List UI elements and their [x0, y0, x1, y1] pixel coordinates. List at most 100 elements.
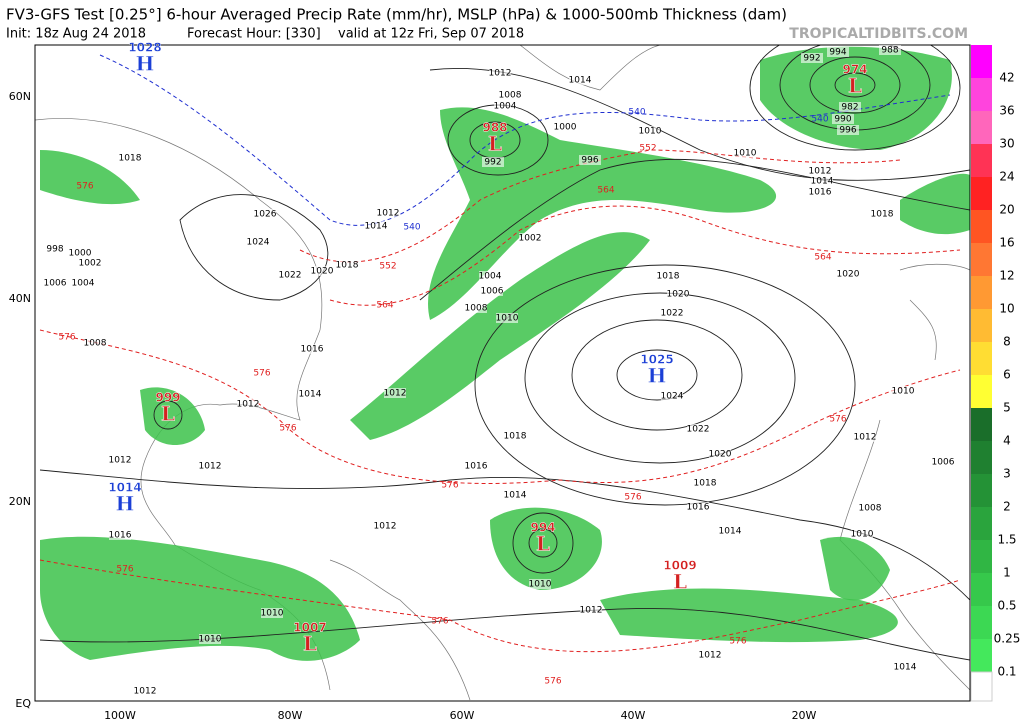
thickness-label: 576 [544, 677, 561, 687]
colorbar-label: 10 [999, 302, 1014, 316]
pressure-letter: H [136, 52, 155, 76]
isobar-label: 1010 [851, 530, 874, 540]
isobar-label: 1022 [661, 309, 684, 319]
map-frame [34, 44, 971, 702]
isobar-label-bg [580, 605, 602, 615]
colorbar-band [971, 573, 992, 606]
isobar-label: 1022 [687, 425, 710, 435]
colorbar-band [971, 441, 992, 474]
isobar-label: 1016 [687, 503, 710, 513]
isobar-label: 1014 [894, 663, 917, 673]
lat-label: EQ [15, 697, 31, 710]
thickness-label: 540 [403, 223, 420, 233]
colorbar-label: 36 [999, 104, 1014, 118]
isobar-label: 1016 [109, 531, 132, 541]
isobar-label: 1010 [734, 149, 757, 159]
thickness-label: 540 [811, 115, 828, 125]
isobar-label-bg [879, 45, 901, 55]
isobar-label-bg [365, 221, 387, 231]
colorbar-band [971, 507, 992, 540]
isobar-label: 1020 [837, 270, 860, 280]
isobar-label-bg [377, 208, 399, 218]
lon-label: 40W [621, 709, 646, 722]
isobar-label-bg [827, 47, 849, 57]
colorbar-label: 4 [1003, 434, 1011, 448]
isobar-label: 1012 [699, 651, 722, 661]
colorbar-label: 16 [999, 236, 1014, 250]
isobar-label-bg [465, 461, 487, 471]
thickness-label: 576 [624, 493, 641, 503]
pressure-value: 1028 [128, 41, 161, 55]
thickness-label: 576 [829, 415, 846, 425]
isobar-label-bg [336, 260, 358, 270]
isobar-label-bg [734, 148, 756, 158]
isobar-label-bg [69, 248, 91, 258]
isobar-label-bg [529, 579, 551, 589]
pressure-value: 994 [530, 521, 555, 535]
colorbar-label: 6 [1003, 368, 1011, 382]
isobar-label-bg [199, 634, 221, 644]
isobar-label-bg [554, 122, 576, 132]
colorbar-label: 42 [999, 71, 1014, 85]
isobar-label: 1006 [44, 279, 67, 289]
pressure-letter: L [673, 570, 687, 594]
isobar-label: 996 [839, 126, 856, 136]
isobar-label: 1018 [657, 272, 680, 282]
isobar-label-bg [854, 432, 876, 442]
isobar-label: 1000 [554, 123, 577, 133]
isobar-label-bg [247, 237, 269, 247]
thickness-label: 576 [441, 481, 458, 491]
colorbar-band [971, 309, 992, 342]
colorbar-band [971, 375, 992, 408]
isobar-label-bg [661, 308, 683, 318]
thickness-label: 564 [376, 301, 393, 311]
isobar-label-bg [519, 233, 541, 243]
pressure-value: 988 [482, 121, 507, 135]
isobar-label: 1006 [932, 458, 955, 468]
colorbar-label: 20 [999, 203, 1014, 217]
init: Init: 18z Aug 24 2018 [6, 27, 146, 42]
isobar-label: 988 [881, 46, 898, 56]
colorbar-band [971, 606, 992, 639]
pressure-letter: H [116, 492, 135, 516]
isobar-label-bg [299, 389, 321, 399]
colorbar-band [971, 111, 992, 144]
thickness-label: 576 [279, 424, 296, 434]
isobar-label: 992 [484, 158, 501, 168]
isobar-label: 1014 [811, 177, 834, 187]
isobar-label-bg [859, 503, 881, 513]
isobar-label: 1012 [580, 606, 603, 616]
isobar-label: 1012 [109, 456, 132, 466]
thickness-label: 564 [814, 253, 831, 263]
isobar-label-bg [44, 244, 66, 254]
isobar-label-bg [72, 278, 94, 288]
lat-label: 60N [9, 90, 31, 103]
isobar-label: 1010 [261, 609, 284, 619]
isobar-label-bg [667, 289, 689, 299]
isobar-label-bg [109, 530, 131, 540]
isobar-label: 1012 [237, 400, 260, 410]
isobar-label: 1006 [481, 287, 504, 297]
colorbar-band [971, 540, 992, 573]
thickness-label: 576 [253, 369, 270, 379]
colorbar-band [971, 45, 992, 78]
valid-time: valid at 12z Fri, Sep 07 2018 [338, 27, 524, 42]
isobar-label-bg [384, 388, 406, 398]
isobar-label-bg [932, 457, 954, 467]
isobar-label: 1002 [79, 259, 102, 269]
isobar-label: 1012 [854, 433, 877, 443]
pressure-value: 1014 [108, 481, 141, 495]
isobar-label-bg [44, 278, 66, 288]
isobar-label-bg [699, 650, 721, 660]
pressure-value: 1007 [293, 621, 326, 635]
colorbar-band [971, 78, 992, 111]
isobar-label-bg [837, 269, 859, 279]
isobar-label-bg [839, 102, 861, 112]
isobar-label: 1026 [254, 210, 277, 220]
isobar-label: 1018 [694, 479, 717, 489]
colorbar-label: 2 [1003, 500, 1011, 514]
isobar-label-bg [79, 258, 101, 268]
lon-label: 80W [278, 709, 303, 722]
isobar-label-bg [489, 68, 511, 78]
isobar-label: 1008 [499, 91, 522, 101]
